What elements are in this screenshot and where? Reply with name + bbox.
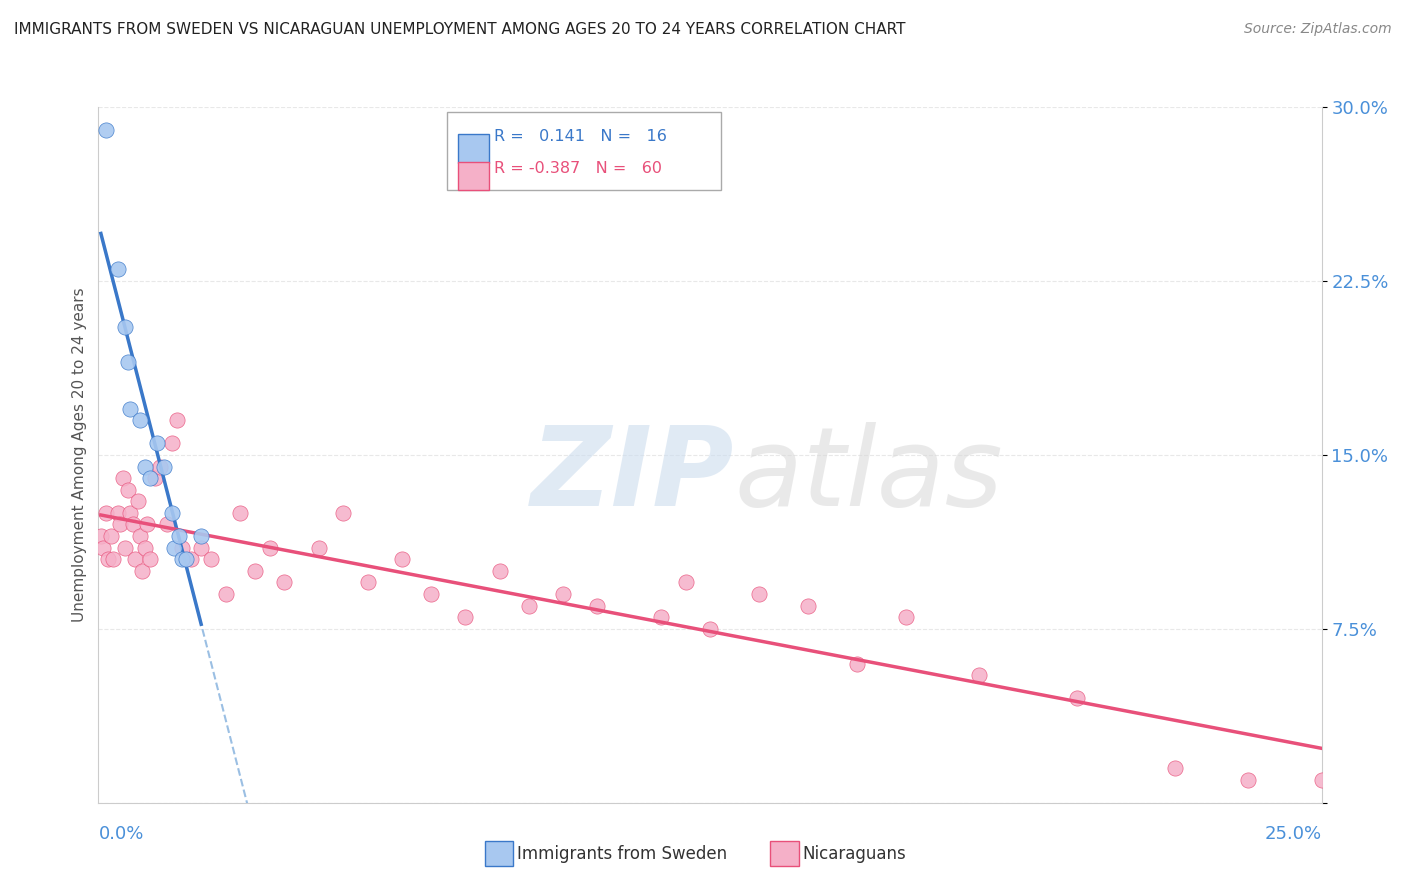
Text: R = -0.387   N =   60: R = -0.387 N = 60 [494, 161, 661, 176]
Point [110, 517, 132, 532]
Text: atlas: atlas [734, 422, 1002, 529]
Point [488, 564, 510, 578]
Point [167, 529, 190, 543]
Point [139, 552, 162, 566]
Point [107, 262, 129, 277]
Point [243, 564, 266, 578]
Point [139, 471, 162, 485]
Point [517, 599, 540, 613]
Point [160, 436, 183, 450]
Text: 0.0%: 0.0% [98, 825, 143, 843]
Point [1310, 772, 1333, 787]
Point [131, 564, 153, 578]
Point [90, 529, 112, 543]
Point [143, 471, 166, 485]
Point [308, 541, 330, 555]
Point [699, 622, 721, 636]
Point [166, 413, 188, 427]
Text: Nicaraguans: Nicaraguans [803, 845, 907, 863]
Point [160, 506, 183, 520]
Point [180, 552, 202, 566]
Point [163, 541, 186, 555]
Text: IMMIGRANTS FROM SWEDEN VS NICARAGUAN UNEMPLOYMENT AMONG AGES 20 TO 24 YEARS CORR: IMMIGRANTS FROM SWEDEN VS NICARAGUAN UNE… [14, 22, 905, 37]
Point [845, 657, 868, 671]
Point [586, 599, 609, 613]
Point [332, 506, 354, 520]
Point [94, 506, 117, 520]
Point [111, 471, 134, 485]
Point [190, 541, 212, 555]
Y-axis label: Unemployment Among Ages 20 to 24 years: Unemployment Among Ages 20 to 24 years [72, 287, 87, 623]
Point [170, 552, 193, 566]
Point [553, 587, 575, 601]
Point [229, 506, 252, 520]
Point [420, 587, 443, 601]
Point [153, 459, 176, 474]
Point [273, 575, 295, 590]
Point [101, 552, 124, 566]
Point [200, 552, 222, 566]
Point [650, 610, 672, 624]
Point [190, 529, 212, 543]
Point [94, 123, 117, 137]
Point [91, 541, 114, 555]
Point [134, 459, 156, 474]
Point [356, 575, 378, 590]
Point [97, 552, 120, 566]
Point [1237, 772, 1260, 787]
Point [124, 552, 146, 566]
Point [1066, 691, 1088, 706]
Text: ZIP: ZIP [531, 422, 734, 529]
Point [107, 506, 129, 520]
Point [1164, 761, 1187, 775]
Point [967, 668, 990, 682]
Point [120, 401, 142, 416]
Point [136, 517, 159, 532]
Point [454, 610, 477, 624]
Point [170, 541, 193, 555]
Text: Immigrants from Sweden: Immigrants from Sweden [517, 845, 727, 863]
Point [100, 529, 122, 543]
Point [120, 506, 142, 520]
Point [391, 552, 413, 566]
Point [259, 541, 281, 555]
Point [214, 587, 236, 601]
Point [156, 517, 179, 532]
Point [797, 599, 820, 613]
Point [748, 587, 770, 601]
Text: Source: ZipAtlas.com: Source: ZipAtlas.com [1244, 22, 1392, 37]
Point [146, 436, 169, 450]
Point [127, 494, 149, 508]
Point [129, 529, 152, 543]
Point [149, 459, 172, 474]
Point [675, 575, 697, 590]
Point [129, 413, 152, 427]
Point [117, 355, 139, 369]
Point [114, 541, 136, 555]
Point [894, 610, 917, 624]
Text: R =   0.141   N =   16: R = 0.141 N = 16 [494, 129, 666, 145]
Point [121, 517, 143, 532]
Text: 25.0%: 25.0% [1264, 825, 1322, 843]
Point [134, 541, 156, 555]
Point [176, 552, 198, 566]
Point [117, 483, 139, 497]
Point [114, 320, 136, 334]
